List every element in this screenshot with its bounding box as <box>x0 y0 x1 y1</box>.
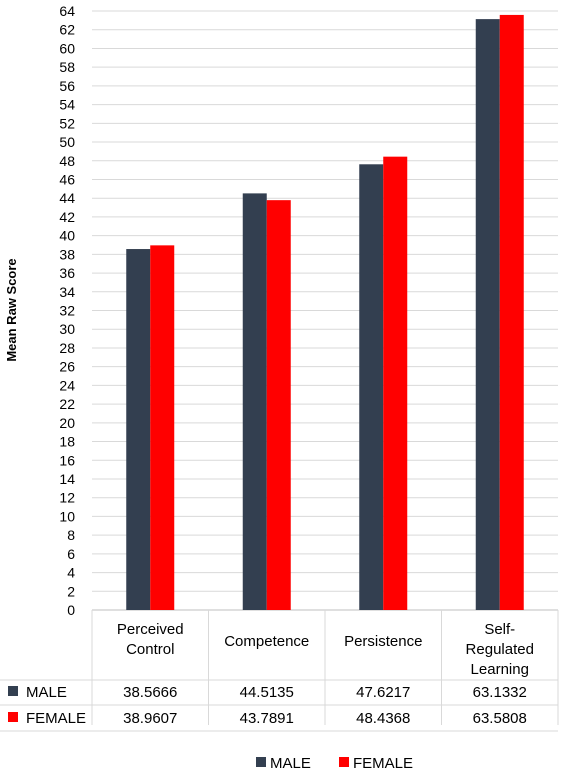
category-label: Self-Regulated Learning <box>466 621 534 678</box>
y-tick-label: 26 <box>59 359 75 375</box>
y-axis-title: Mean Raw Score <box>4 258 19 361</box>
bars <box>126 14 524 611</box>
table-legend-key <box>8 712 18 722</box>
y-tick-label: 58 <box>59 59 75 75</box>
category-label: Perceived Control <box>117 621 184 658</box>
table-legend-key <box>8 686 18 696</box>
y-tick-label: 40 <box>59 228 75 244</box>
bar-male <box>242 193 267 610</box>
table-series-name: FEMALE <box>26 710 86 727</box>
bar-male <box>475 19 500 610</box>
y-tick-label: 4 <box>67 565 75 581</box>
bar-male <box>359 164 384 610</box>
y-tick-label: 54 <box>59 97 75 113</box>
bar-male <box>126 249 151 611</box>
bar-female <box>266 200 291 611</box>
table-value: 63.1332 <box>473 684 527 701</box>
legend-label: MALE <box>270 755 311 772</box>
y-tick-label: 64 <box>59 3 75 19</box>
y-tick-label: 42 <box>59 209 75 225</box>
y-tick-label: 2 <box>67 583 75 599</box>
table-value: 47.6217 <box>356 684 410 701</box>
table-value: 48.4368 <box>356 710 410 727</box>
data-table: MALE 38.5666 44.5135 47.6217 63.1332 FEMALE 38… <box>8 684 527 727</box>
y-tick-label: 0 <box>67 602 75 618</box>
bar-female <box>150 245 175 610</box>
category-labels: Perceived Control Competence Persistence Sel… <box>117 621 534 678</box>
y-tick-label: 12 <box>59 490 75 506</box>
y-tick-label: 8 <box>67 527 75 543</box>
y-tick-label: 16 <box>59 452 75 468</box>
y-tick-label: 6 <box>67 546 75 562</box>
table-value: 43.7891 <box>240 710 294 727</box>
y-tick-label: 22 <box>59 396 75 412</box>
category-label: Persistence <box>344 633 422 650</box>
y-tick-label: 36 <box>59 265 75 281</box>
y-tick-label: 50 <box>59 134 75 150</box>
legend-swatch <box>256 757 266 767</box>
y-tick-label: 44 <box>59 190 75 206</box>
table-value: 38.5666 <box>123 684 177 701</box>
y-tick-label: 62 <box>59 22 75 38</box>
legend-swatch <box>339 757 349 767</box>
y-tick-label: 56 <box>59 78 75 94</box>
y-tick-label: 20 <box>59 415 75 431</box>
table-series-name: MALE <box>26 684 67 701</box>
y-tick-label: 28 <box>59 340 75 356</box>
y-tick-label: 46 <box>59 171 75 187</box>
legend-label: FEMALE <box>353 755 413 772</box>
y-tick-label: 38 <box>59 246 75 262</box>
y-tick-label: 32 <box>59 303 75 319</box>
y-tick-label: 14 <box>59 471 75 487</box>
y-tick-label: 24 <box>59 377 75 393</box>
bar-female <box>383 156 408 611</box>
y-tick-label: 48 <box>59 153 75 169</box>
table-value: 38.9607 <box>123 710 177 727</box>
y-tick-labels: 0246810121416182022242628303234363840424… <box>59 3 75 618</box>
y-tick-label: 34 <box>59 284 75 300</box>
y-tick-label: 60 <box>59 40 75 56</box>
y-tick-label: 52 <box>59 115 75 131</box>
table-value: 44.5135 <box>240 684 294 701</box>
legend: MALE FEMALE <box>256 755 413 772</box>
y-tick-label: 10 <box>59 508 75 524</box>
table-value: 63.5808 <box>473 710 527 727</box>
bar-female <box>499 14 524 610</box>
y-tick-label: 18 <box>59 434 75 450</box>
y-tick-label: 30 <box>59 321 75 337</box>
category-label: Competence <box>224 633 309 650</box>
